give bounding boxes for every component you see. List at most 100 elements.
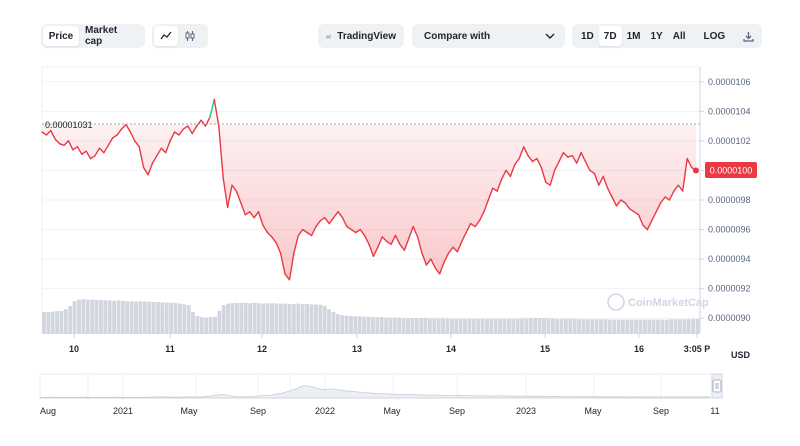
volume-bar [691, 318, 695, 334]
price-line-segment [98, 147, 105, 154]
volume-bar [590, 319, 595, 334]
volume-bar [524, 318, 529, 334]
price-line-segment [642, 224, 649, 231]
x-tick-label: 10 [69, 344, 79, 354]
line-chart-button[interactable] [154, 26, 178, 46]
candlestick-chart-button[interactable] [178, 26, 202, 46]
volume-bar [103, 300, 108, 334]
price-line-segment [381, 236, 388, 243]
price-tab[interactable]: Price [43, 26, 79, 46]
volume-bar [243, 302, 248, 334]
price-line-segment [240, 202, 247, 216]
price-line-segment [187, 125, 193, 135]
volume-bar [107, 300, 112, 334]
range-navigator[interactable]: Aug 2021 May Sep 2022 May Sep 2023 May Sep 11 [39, 373, 723, 416]
volume-bar [485, 318, 489, 334]
price-line-segment [580, 151, 587, 163]
navigator-handle[interactable] [712, 379, 722, 393]
price-line-segment [324, 216, 330, 225]
volume-bar [432, 318, 437, 334]
navigator-series [39, 385, 711, 399]
navigator-selection[interactable] [711, 373, 723, 399]
current-price-label: 0.0000100 [710, 166, 753, 176]
coinmarketcap-watermark: CoinMarketCap [607, 293, 709, 311]
volume-bar [59, 310, 64, 334]
volume-bar [559, 318, 564, 334]
price-line-segment [63, 140, 70, 147]
price-line-segment [288, 252, 295, 281]
price-line-segment [690, 166, 697, 172]
compare-with-label: Compare with [424, 30, 491, 42]
volume-bar [388, 317, 393, 334]
price-line-segment [315, 219, 322, 228]
price-area-fill [42, 99, 696, 280]
price-line-segment [368, 243, 375, 257]
price-line-segment [576, 151, 582, 164]
price-line-segment [465, 222, 472, 234]
price-line-segment [306, 231, 313, 237]
navigator-label: Sep [449, 406, 465, 416]
volume-bar [248, 303, 252, 334]
price-line-segment [487, 187, 494, 201]
price-line-segment [231, 184, 238, 192]
volume-bar [318, 304, 323, 334]
price-line-segment [461, 231, 467, 243]
compare-with-dropdown[interactable]: Compare with [412, 24, 565, 48]
log-scale-button[interactable]: LOG [703, 30, 726, 42]
price-line-segment [195, 119, 202, 127]
volume-bar [493, 318, 498, 334]
price-line-segment [248, 211, 255, 219]
volume-bar [94, 300, 99, 334]
volume-bar [283, 303, 288, 334]
y-tick-label: 0.0000090 [708, 313, 751, 323]
price-line-segment [567, 154, 573, 158]
price-line-segment [134, 140, 140, 148]
price-line-segment [606, 187, 613, 198]
price-line-segment [218, 125, 224, 179]
range-7d-button[interactable]: 7D [598, 26, 622, 46]
volume-bar [599, 319, 603, 334]
price-line-segment [408, 225, 414, 240]
volume-bar [533, 318, 538, 334]
volume-bar [678, 319, 682, 334]
volume-bar [594, 319, 599, 334]
price-line-segment [156, 147, 163, 157]
price-line-segment [372, 246, 379, 257]
volume-bar [147, 301, 152, 334]
volume-bar [502, 318, 507, 334]
range-1m-button[interactable]: 1M [626, 30, 641, 42]
range-1y-button[interactable]: 1Y [650, 30, 663, 42]
volume-bar [467, 318, 472, 334]
volume-bar [72, 301, 77, 334]
volume-bar [349, 316, 353, 334]
volume-bar [423, 318, 428, 334]
y-tick-label: 0.0000106 [708, 77, 751, 87]
tradingview-icon [326, 34, 332, 39]
volume-bar [507, 318, 511, 334]
price-line-segment [659, 196, 666, 204]
download-button[interactable] [738, 26, 759, 46]
range-all-button[interactable]: All [672, 30, 686, 42]
price-line-segment [651, 211, 657, 222]
current-price-badge: 0.0000100 [705, 162, 757, 178]
price-line [41, 98, 699, 281]
price-line-segment [182, 125, 189, 130]
tradingview-button[interactable]: TradingView [318, 24, 404, 48]
volume-bar [616, 319, 621, 334]
volume-bar [226, 303, 230, 334]
volume-bar [397, 317, 402, 334]
volume-bar [305, 304, 309, 334]
price-line-segment [553, 160, 560, 172]
volume-bar [673, 319, 678, 334]
volume-bar [173, 302, 178, 334]
range-1d-button[interactable]: 1D [581, 30, 594, 42]
price-line-segment [355, 228, 361, 234]
volume-bar [463, 318, 467, 334]
market-cap-tab[interactable]: Market cap [85, 25, 118, 47]
volume-bar [322, 306, 327, 334]
candlestick-icon [185, 31, 195, 41]
price-line-segment [677, 184, 684, 192]
price-line-segment [341, 216, 348, 228]
volume-bar [686, 319, 691, 334]
volume-bar [85, 299, 90, 334]
